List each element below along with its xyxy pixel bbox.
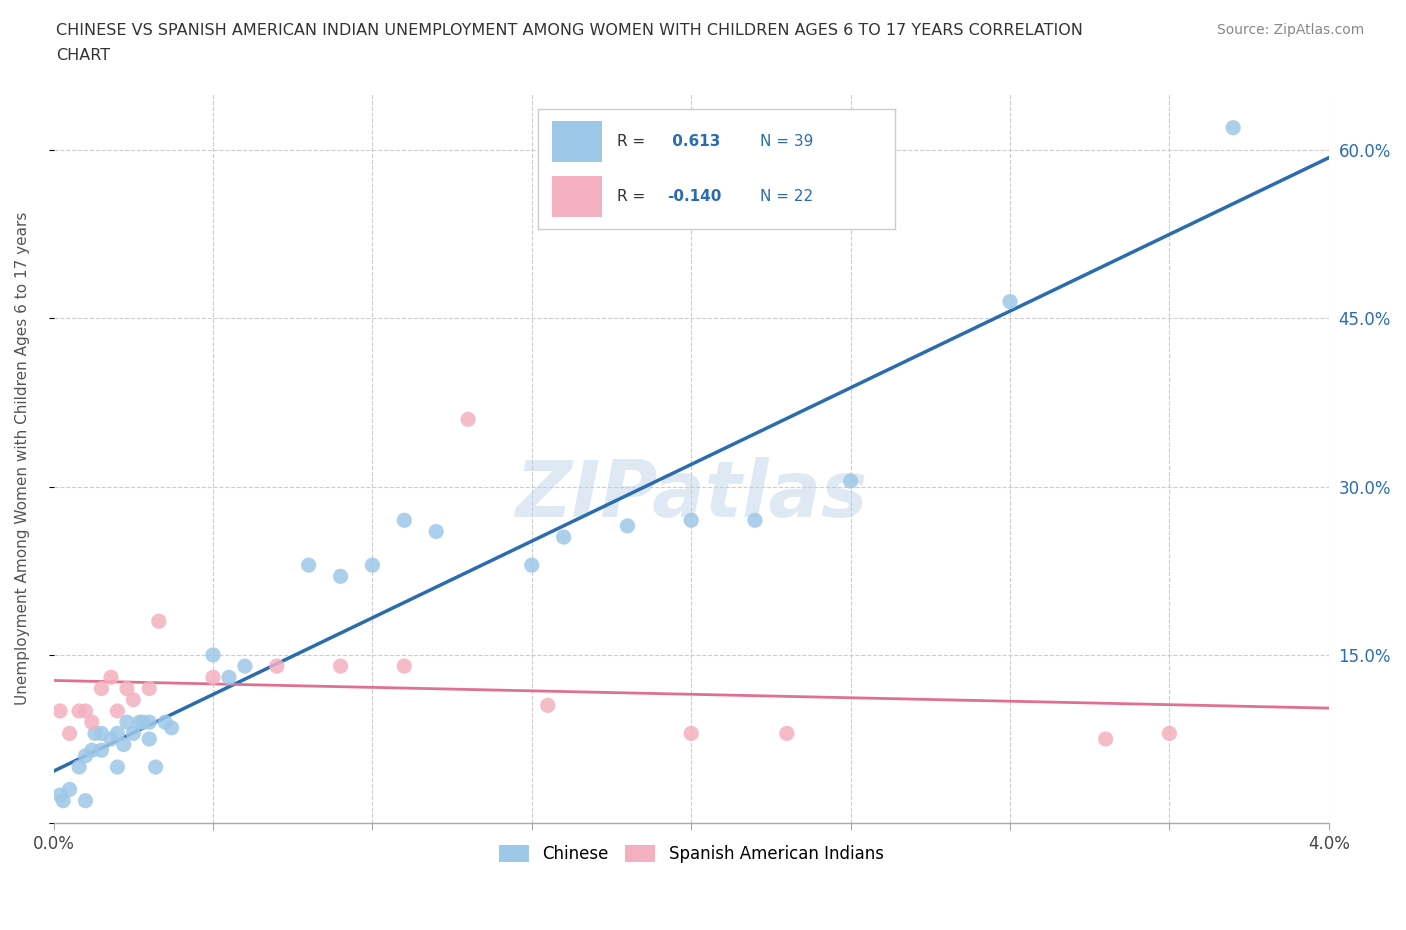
Point [49, 788, 72, 803]
Point [105, 703, 128, 718]
Point [148, 614, 170, 629]
Point [105, 760, 128, 775]
Point [681, 512, 703, 527]
Point [49, 703, 72, 718]
Point [75, 703, 97, 718]
Point [115, 715, 138, 730]
Point [1159, 726, 1181, 741]
Point [839, 473, 862, 488]
Point [132, 715, 155, 730]
Point [138, 715, 160, 730]
Point [394, 512, 416, 527]
Point [329, 569, 352, 584]
Point [218, 670, 240, 684]
Point [266, 658, 288, 673]
Point [75, 793, 97, 808]
Point [425, 525, 447, 539]
Point [100, 732, 122, 747]
Point [122, 726, 145, 741]
Point [153, 715, 176, 730]
Point [457, 412, 479, 427]
Point [145, 760, 167, 775]
Point [361, 558, 384, 573]
Point [105, 726, 128, 741]
Point [1094, 732, 1116, 747]
Point [58, 782, 80, 797]
Point [160, 721, 183, 736]
Point [537, 698, 560, 712]
Point [394, 658, 416, 673]
Point [80, 743, 103, 758]
Point [52, 793, 75, 808]
Point [1222, 120, 1244, 135]
Text: Source: ZipAtlas.com: Source: ZipAtlas.com [1216, 23, 1364, 37]
Point [138, 732, 160, 747]
Legend: Chinese, Spanish American Indians: Chinese, Spanish American Indians [492, 838, 890, 870]
Point [112, 737, 135, 752]
Point [201, 670, 224, 684]
Point [58, 726, 80, 741]
Point [67, 760, 90, 775]
Point [90, 743, 112, 758]
Point [520, 558, 543, 573]
Point [128, 715, 150, 730]
Point [329, 658, 352, 673]
Point [90, 681, 112, 696]
Point [298, 558, 321, 573]
Point [776, 726, 799, 741]
Text: CHINESE VS SPANISH AMERICAN INDIAN UNEMPLOYMENT AMONG WOMEN WITH CHILDREN AGES 6: CHINESE VS SPANISH AMERICAN INDIAN UNEMP… [56, 23, 1083, 63]
Point [233, 658, 256, 673]
Point [201, 647, 224, 662]
Point [744, 512, 766, 527]
Point [138, 681, 160, 696]
Point [115, 681, 138, 696]
Point [100, 670, 122, 684]
Point [75, 749, 97, 764]
Text: ZIPatlas: ZIPatlas [515, 457, 868, 533]
Point [122, 692, 145, 707]
Point [681, 726, 703, 741]
Point [67, 703, 90, 718]
Point [84, 726, 107, 741]
Point [616, 518, 638, 533]
Point [80, 715, 103, 730]
Point [998, 294, 1021, 309]
Point [553, 530, 575, 545]
Point [90, 726, 112, 741]
Y-axis label: Unemployment Among Women with Children Ages 6 to 17 years: Unemployment Among Women with Children A… [15, 212, 30, 705]
